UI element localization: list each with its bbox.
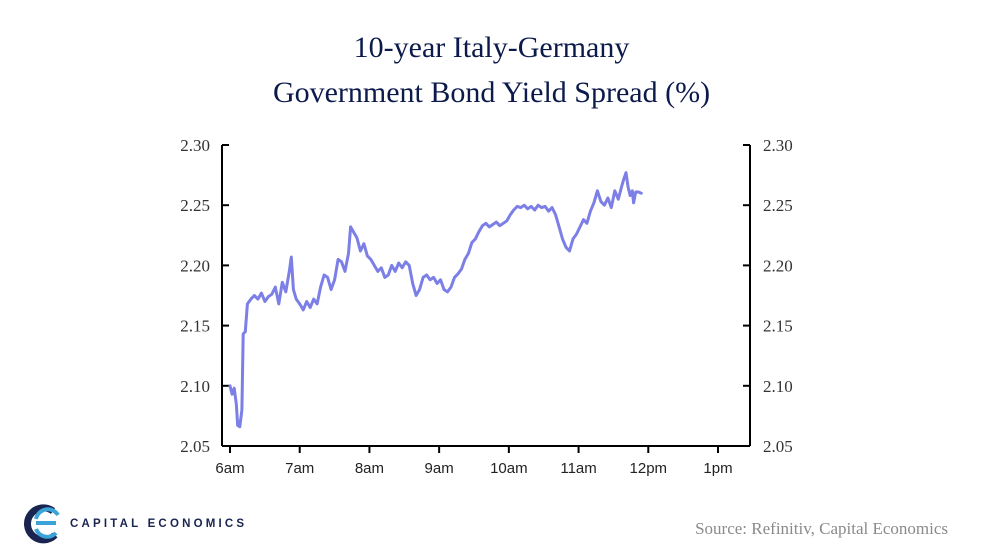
- left-y-tick-label: 2.10: [180, 377, 210, 396]
- right-y-tick-label: 2.05: [763, 437, 793, 456]
- x-tick-label: 11am: [560, 460, 596, 477]
- x-axis-ticks: 6am 7am 8am 9am 10am 11am 12pm 1pm: [215, 446, 733, 477]
- x-tick-label: 7am: [285, 460, 314, 477]
- left-y-tick-label: 2.05: [180, 437, 210, 456]
- left-y-tick-label: 2.25: [180, 196, 210, 215]
- chart-axes: [221, 145, 751, 447]
- right-y-tick-label: 2.25: [763, 196, 793, 215]
- right-y-axis-ticks: 2.30 2.25 2.20 2.15 2.10 2.05: [743, 136, 793, 456]
- left-y-tick-label: 2.30: [180, 136, 210, 155]
- left-y-axis-ticks: 2.30 2.25 2.20 2.15 2.10 2.05: [180, 136, 229, 456]
- x-tick-label: 10am: [490, 460, 528, 477]
- capital-economics-logo-icon: [24, 504, 60, 544]
- chart-series: [228, 171, 643, 429]
- right-y-tick-label: 2.10: [763, 377, 793, 396]
- left-y-tick-label: 2.15: [180, 317, 210, 336]
- x-tick-label: 1pm: [703, 460, 732, 477]
- x-tick-label: 8am: [355, 460, 384, 477]
- chart-title-line-2: Government Bond Yield Spread (%): [272, 76, 711, 109]
- x-tick-label: 12pm: [630, 460, 668, 477]
- right-y-tick-label: 2.15: [763, 317, 793, 336]
- logo-text: CAPITAL ECONOMICS: [70, 518, 248, 530]
- x-tick-label: 6am: [215, 460, 244, 477]
- x-tick-label: 9am: [425, 460, 454, 477]
- capital-economics-logo: CAPITAL ECONOMICS: [22, 503, 247, 545]
- source-note: Source: Refinitiv, Capital Economics: [695, 519, 948, 538]
- spread-series-line: [228, 171, 643, 429]
- right-y-tick-label: 2.30: [763, 136, 793, 155]
- left-y-tick-label: 2.20: [180, 256, 210, 275]
- right-y-tick-label: 2.20: [763, 256, 793, 275]
- chart-title-line-1: 10-year Italy-Germany: [353, 31, 630, 64]
